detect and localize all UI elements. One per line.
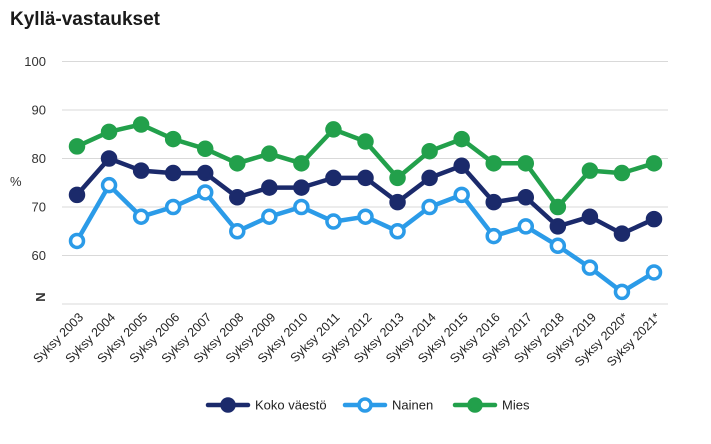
data-point: [261, 208, 278, 225]
legend-label: Koko väestö: [255, 398, 327, 413]
y-tick-label: 90: [32, 103, 46, 118]
data-point: [68, 138, 86, 155]
data-point: [164, 198, 182, 216]
data-point: [357, 169, 374, 187]
gridlines: [62, 61, 668, 305]
data-point: [453, 130, 470, 148]
data-point: [389, 193, 406, 211]
data-point: [293, 179, 310, 196]
data-point: [549, 218, 567, 235]
legend-label: Mies: [502, 398, 530, 413]
data-point: [421, 142, 438, 160]
data-point: [164, 130, 182, 148]
legend: Koko väestö Nainen Mies: [205, 397, 530, 413]
data-point: [261, 145, 278, 162]
data-point: [68, 186, 86, 204]
data-point: [229, 189, 246, 206]
data-point: [581, 162, 599, 179]
data-point: [485, 227, 502, 245]
data-point: [293, 198, 310, 216]
data-point: [421, 198, 438, 216]
data-point: [196, 184, 214, 201]
legend-label: Nainen: [392, 398, 433, 413]
data-point: [196, 164, 214, 182]
y-tick-label: 80: [32, 151, 46, 166]
data-point: [229, 223, 246, 240]
y-tick-label: 100: [24, 54, 46, 69]
data-point: [325, 213, 342, 230]
data-point: [100, 176, 118, 194]
data-point: [132, 162, 150, 179]
data-point: [517, 189, 535, 206]
data-point: [100, 123, 118, 141]
data-point: [421, 169, 438, 187]
y-axis-ticks: 60 70 80 90 100 N: [24, 54, 48, 302]
data-point: [132, 116, 150, 133]
data-point: [100, 150, 118, 167]
data-point: [549, 198, 567, 216]
data-point: [453, 186, 470, 204]
data-point: [196, 140, 214, 158]
y-tick-label: 70: [32, 200, 46, 215]
data-point: [613, 283, 631, 301]
data-point: [645, 210, 663, 228]
data-point: [485, 193, 502, 211]
data-point: [389, 169, 406, 187]
axis-break-mark: N: [33, 292, 48, 301]
data-point: [613, 164, 631, 182]
data-point: [645, 264, 663, 281]
data-point: [645, 155, 663, 172]
y-tick-label: 60: [32, 248, 46, 263]
legend-marker: [467, 397, 483, 413]
legend-marker: [220, 397, 236, 413]
data-point: [325, 169, 342, 187]
data-point: [293, 155, 310, 172]
data-point: [132, 208, 150, 225]
data-point: [389, 223, 406, 240]
series-layer: [68, 116, 663, 301]
data-point: [485, 155, 502, 172]
data-point: [229, 155, 246, 172]
data-point: [613, 225, 631, 242]
data-point: [68, 232, 86, 250]
data-point: [549, 237, 567, 255]
data-point: [164, 164, 182, 182]
data-point: [357, 208, 374, 225]
data-point: [581, 259, 599, 276]
data-point: [325, 121, 342, 138]
y-axis-unit-label: %: [10, 174, 22, 189]
data-point: [517, 218, 535, 235]
data-point: [357, 133, 374, 150]
data-point: [517, 155, 535, 172]
chart-title: Kyllä-vastaukset: [10, 9, 161, 30]
data-point: [453, 157, 470, 175]
data-point: [581, 208, 599, 225]
series-line: [74, 182, 657, 295]
data-point: [261, 179, 278, 196]
legend-marker: [357, 397, 373, 413]
